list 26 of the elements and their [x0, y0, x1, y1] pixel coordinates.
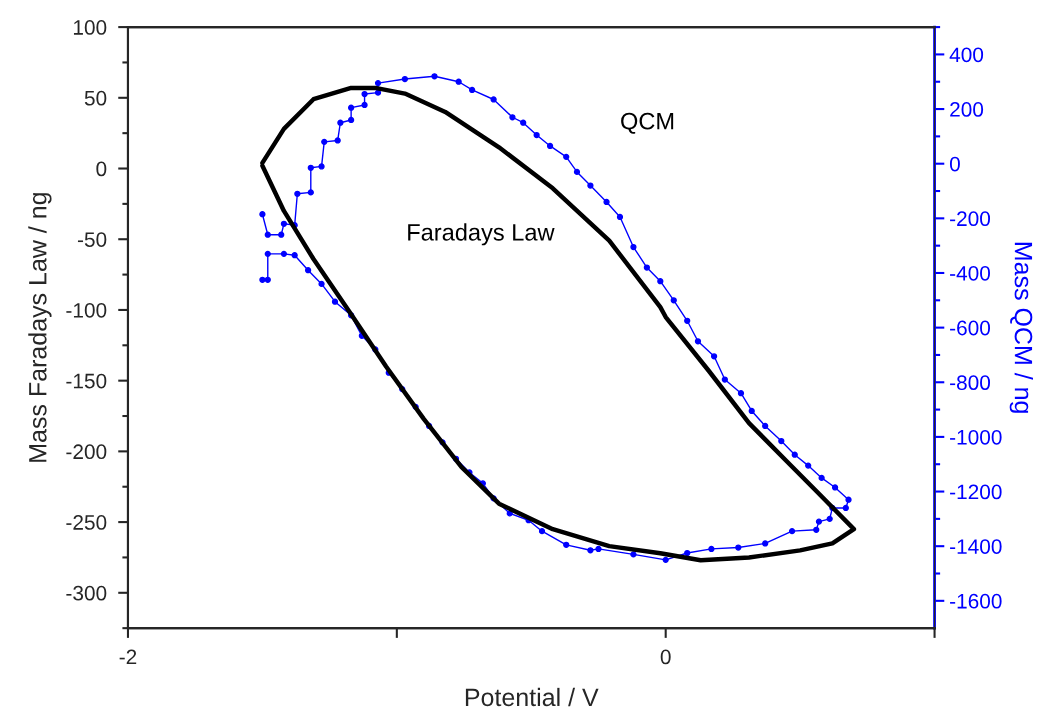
y2-tick-label: 0	[949, 156, 960, 172]
y-tick-label: 0	[96, 161, 107, 177]
y-tick-label: 50	[84, 90, 107, 106]
series-label: Faradays Law	[408, 223, 555, 246]
y2-tick-label: -1600	[950, 593, 1002, 609]
y-tick-label: -250	[66, 515, 107, 530]
y2-tick-label: 400	[949, 47, 984, 63]
y2-tick-label: -1200	[950, 484, 1002, 500]
y2-tick-label: -600	[950, 320, 991, 336]
y2-tick-label: -800	[950, 375, 991, 391]
y2-tick-label: -1000	[950, 429, 1002, 445]
y2-axis-title: Mass QCM / ng	[1009, 242, 1033, 413]
y2-tick-label: 200	[950, 102, 984, 117]
y-tick-label: 100	[73, 20, 107, 35]
x-tick-label: -2	[119, 649, 137, 665]
y-tick-label: -50	[77, 232, 107, 247]
y2-tick-label: -1400	[950, 539, 1002, 554]
text: QCM	[621, 112, 674, 134]
y-tick-label: -200	[66, 444, 107, 460]
x-axis-title: Potential / V	[465, 687, 599, 707]
y-tick-label: -300	[66, 585, 107, 601]
y-tick-label: -150	[66, 373, 107, 389]
y2-tick-label: -400	[950, 265, 991, 281]
y2-tick-label: -200	[950, 211, 991, 227]
y-axis-title: Mass Faradays Law / ng	[28, 193, 52, 462]
y-tick-label: -100	[66, 302, 107, 318]
